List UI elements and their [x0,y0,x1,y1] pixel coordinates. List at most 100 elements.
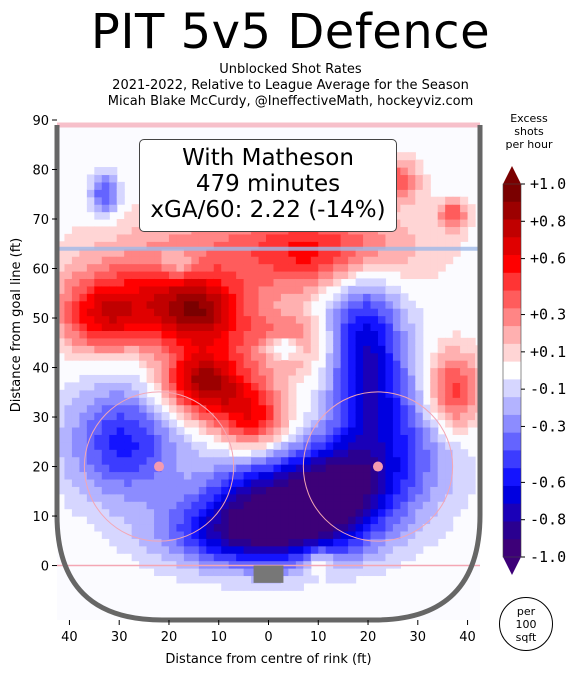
heatmap-cell [266,389,275,398]
heatmap-cell [370,471,379,480]
heatmap-cell [392,545,401,554]
heatmap-cell [258,478,267,487]
heatmap-cell [340,233,349,242]
heatmap-cell [415,345,424,354]
heatmap-cell [131,397,140,406]
heatmap-cell [445,412,454,421]
heatmap-cell [430,270,439,280]
heatmap-cell [206,322,215,331]
heatmap-cell [348,478,357,487]
heatmap-cell [422,248,431,257]
heatmap-cell [437,530,446,539]
heatmap-cell [198,308,207,317]
heatmap-cell [370,374,379,383]
heatmap-cell [392,493,401,502]
heatmap-cell [221,434,230,443]
heatmap-cell [64,337,73,346]
heatmap-cell [206,308,215,317]
heatmap-cell [228,367,237,376]
heatmap-cell [266,374,275,383]
heatmap-cell [407,501,416,510]
heatmap-cell [94,181,103,190]
heatmap-cell [131,300,140,309]
heatmap-cell [161,367,170,376]
heatmap-cell [467,397,476,406]
heatmap-cell [377,300,387,309]
heatmap-cell [400,404,409,413]
heatmap-cell [146,478,155,487]
x-tick-label: 40 [61,630,78,645]
heatmap-cell [258,501,267,510]
heatmap-cell [206,270,215,280]
heatmap-cell [71,270,80,280]
heatmap-cell [221,374,230,383]
heatmap-cell [288,464,297,473]
heatmap-cell [79,382,88,391]
heatmap-cell [183,256,192,265]
heatmap-cell [415,315,424,324]
heatmap-cell [139,278,148,287]
heatmap-cell [154,248,163,257]
heatmap-cell [273,523,282,532]
heatmap-cell [213,241,222,250]
heatmap-cell [176,300,185,309]
heatmap-cell [146,449,155,458]
heatmap-cell [273,530,282,539]
heatmap-cell [445,241,454,250]
heatmap-cell [400,241,409,250]
heatmap-cell [161,345,170,354]
heatmap-cell [191,404,200,413]
heatmap-cell [154,478,163,487]
heatmap-cell [288,493,297,502]
heatmap-cell [146,560,155,569]
heatmap-cell [325,337,334,346]
heatmap-cell [415,196,424,205]
heatmap-cell [101,523,110,532]
heatmap-cell [415,471,424,480]
heatmap-cell [94,508,103,517]
heatmap-cell [79,308,88,317]
heatmap-cell [280,315,290,324]
heatmap-cell [109,337,118,346]
heatmap-cell [273,374,282,383]
heatmap-cell [318,419,327,428]
heatmap-cell [340,300,349,309]
heatmap-cell [392,248,401,257]
heatmap-cell [333,337,342,346]
heatmap-cell [161,426,170,435]
heatmap-cell [333,419,342,428]
heatmap-cell [176,516,185,525]
heatmap-cell [101,493,110,502]
heatmap-cell [325,434,334,443]
heatmap-cell [452,360,461,369]
heatmap-cell [139,248,148,257]
heatmap-cell [452,248,461,257]
heatmap-cell [198,367,207,376]
heatmap-cell [183,530,192,539]
heatmap-cell [333,449,342,458]
heatmap-cell [258,412,267,421]
heatmap-cell [176,508,185,517]
heatmap-cell [377,449,387,458]
heatmap-cell [101,248,110,257]
heatmap-cell [273,582,282,591]
heatmap-cell [221,367,230,376]
heatmap-cell [288,293,297,302]
heatmap-cell [191,560,200,569]
heatmap-cell [415,530,424,539]
heatmap-cell [79,337,88,346]
heatmap-cell [370,501,379,510]
player-info-box: With Matheson 479 minutes xGA/60: 2.22 (… [139,139,397,232]
heatmap-cell [198,456,207,465]
heatmap-cell [310,256,319,265]
heatmap-cell [154,374,163,383]
heatmap-cell [168,553,178,562]
heatmap-cell [415,248,424,257]
heatmap-cell [198,285,207,294]
heatmap-cell [280,278,290,287]
heatmap-cell [191,456,200,465]
heatmap-cell [258,270,267,280]
heatmap-cell [94,389,103,398]
heatmap-cell [146,471,155,480]
colorbar-segment [503,184,521,203]
